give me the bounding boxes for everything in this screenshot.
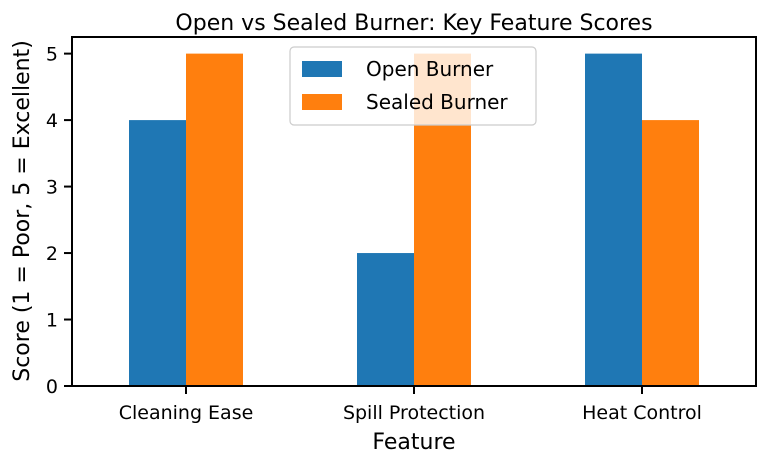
bar-open-burner-heat-control xyxy=(585,53,642,386)
legend: Open Burner Sealed Burner xyxy=(289,46,537,126)
legend-swatch xyxy=(302,61,342,77)
y-tick-label: 1 xyxy=(46,310,58,332)
legend-swatch xyxy=(302,94,342,110)
bar-sealed-burner-cleaning-ease xyxy=(186,53,243,386)
y-tick-label: 5 xyxy=(46,44,58,66)
chart-title: Open vs Sealed Burner: Key Feature Score… xyxy=(175,11,652,36)
y-tick-label: 3 xyxy=(46,177,58,199)
x-tick-label: Heat Control xyxy=(582,402,702,424)
bar-open-burner-cleaning-ease xyxy=(129,120,186,386)
y-tick-label: 0 xyxy=(46,376,58,398)
y-tick-label: 2 xyxy=(46,243,58,265)
bar-sealed-burner-heat-control xyxy=(642,120,699,386)
plot-frame xyxy=(71,36,757,387)
x-axis: Cleaning Ease Spill Protection Heat Contro… xyxy=(119,386,702,424)
legend-box xyxy=(289,46,537,126)
bar-open-burner-spill-protection xyxy=(357,253,414,386)
y-axis-label: Score (1 = Poor, 5 = Excellent) xyxy=(10,40,35,382)
y-axis: 0 1 2 3 4 5 xyxy=(46,44,72,398)
x-tick-label: Spill Protection xyxy=(343,402,485,424)
x-axis-label: Feature xyxy=(372,430,455,455)
legend-label: Sealed Burner xyxy=(366,90,508,114)
legend-label: Open Burner xyxy=(366,57,494,81)
x-tick-label: Cleaning Ease xyxy=(119,402,254,424)
y-tick-label: 4 xyxy=(46,110,58,132)
